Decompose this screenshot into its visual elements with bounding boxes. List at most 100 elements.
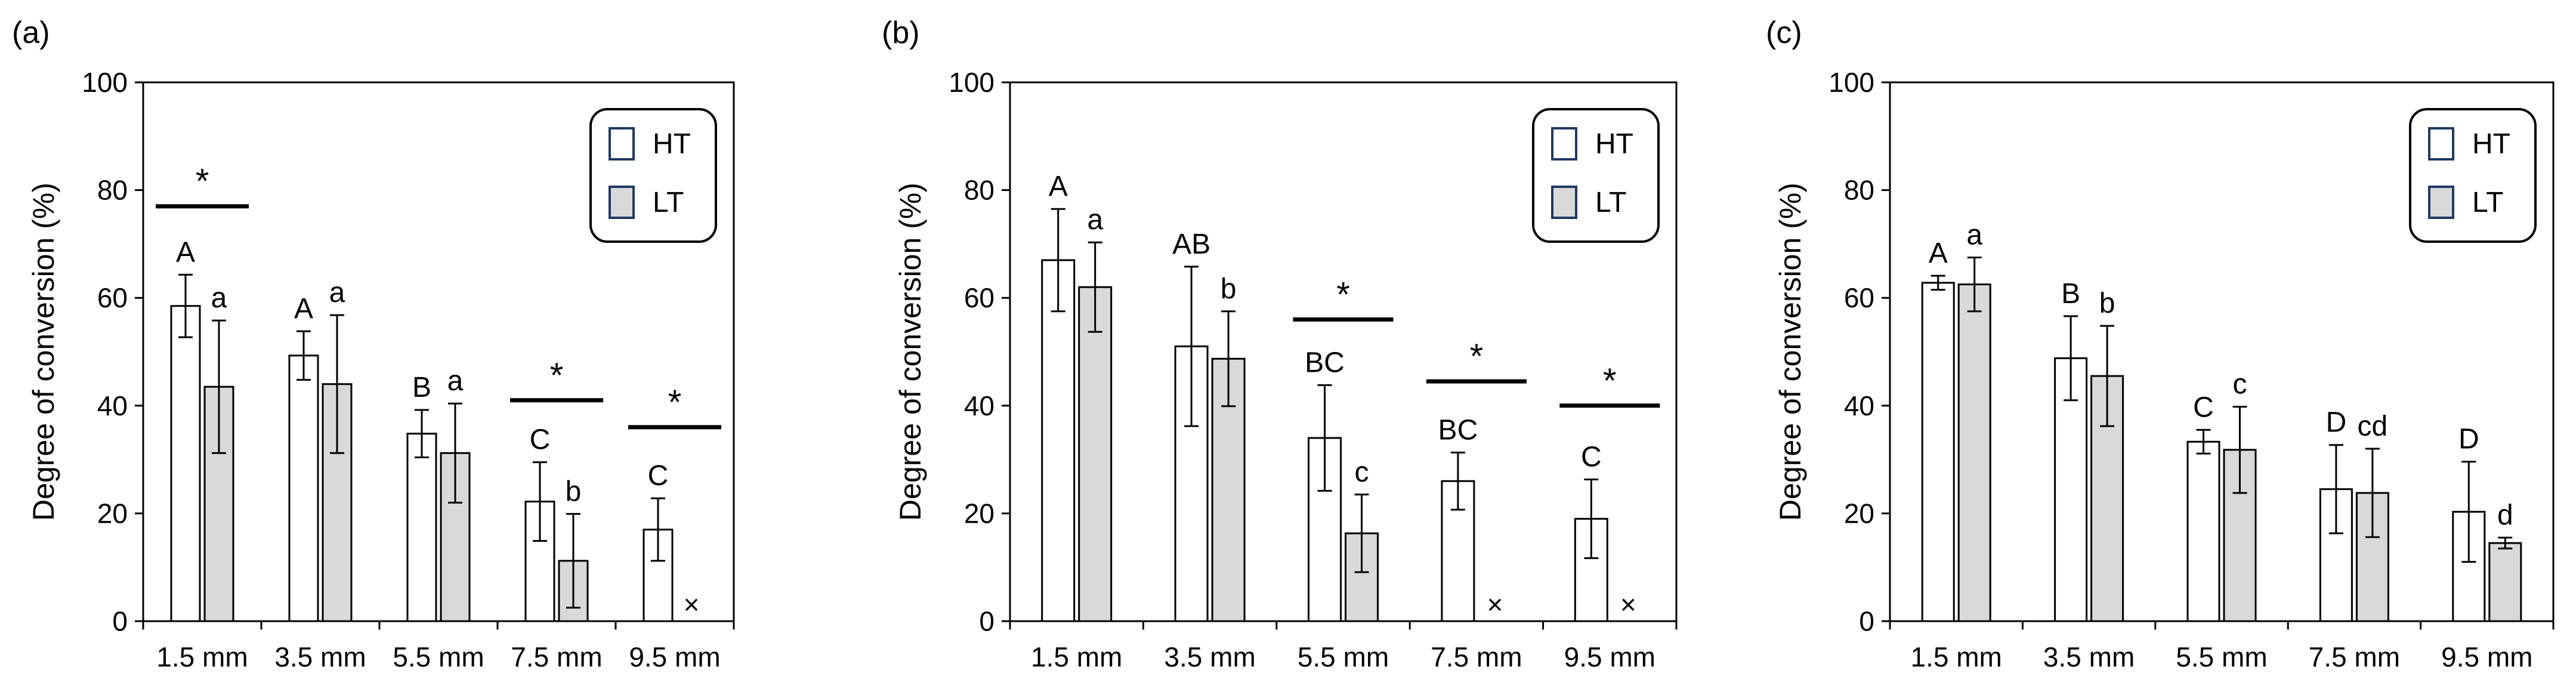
significance-letter: b bbox=[1221, 273, 1237, 305]
x-tick-label: 3.5 mm bbox=[274, 641, 366, 672]
bar-ht bbox=[1921, 282, 1955, 622]
significance-letter: cd bbox=[2358, 411, 2388, 442]
missing-marker: × bbox=[1620, 589, 1636, 620]
panel-label: (a) bbox=[12, 16, 50, 50]
x-tick-label: 9.5 mm bbox=[1564, 641, 1655, 672]
significance-letter: c bbox=[1355, 456, 1369, 488]
significance-letter: a bbox=[1966, 219, 1982, 251]
bar-ht bbox=[288, 354, 319, 622]
missing-marker: × bbox=[684, 589, 700, 620]
plot-frame bbox=[142, 81, 735, 622]
legend-label: LT bbox=[2472, 187, 2503, 218]
significance-letter: a bbox=[1087, 204, 1103, 236]
significance-letter: B bbox=[412, 372, 431, 403]
y-tick-label: 100 bbox=[1828, 67, 1874, 98]
legend-label: HT bbox=[653, 128, 691, 160]
significance-letter: D bbox=[2326, 407, 2347, 439]
x-tick-label: 5.5 mm bbox=[1298, 641, 1389, 672]
y-tick-label: 0 bbox=[1859, 606, 1874, 637]
panel-label: (c) bbox=[1766, 16, 1802, 50]
legend: HT LT bbox=[2409, 108, 2537, 243]
bar-ht bbox=[2186, 440, 2220, 622]
significance-letter: a bbox=[447, 365, 464, 397]
x-tick-label: 1.5 mm bbox=[156, 641, 248, 672]
y-tick-label: 20 bbox=[97, 498, 128, 529]
x-tick-label: 7.5 mm bbox=[511, 641, 602, 672]
legend-swatch-ht bbox=[2428, 127, 2454, 161]
bar-lt bbox=[1078, 286, 1113, 622]
legend-label: HT bbox=[1595, 128, 1633, 160]
y-tick-label: 60 bbox=[1844, 282, 1874, 313]
significance-asterisk: * bbox=[1470, 337, 1484, 376]
y-tick-label: 60 bbox=[97, 282, 128, 313]
significance-letter: BC bbox=[1305, 347, 1345, 378]
x-tick-label: 3.5 mm bbox=[2043, 641, 2135, 672]
significance-letter: BC bbox=[1438, 414, 1478, 446]
x-tick-label: 9.5 mm bbox=[629, 641, 720, 672]
y-tick-label: 60 bbox=[964, 282, 994, 313]
legend-label: LT bbox=[1595, 187, 1626, 218]
panel-2: (b) 0 20 40 60 80 100 Degree of conversion (%) 1… bbox=[882, 16, 1678, 672]
legend-swatch-lt bbox=[1551, 186, 1577, 219]
y-tick-label: 40 bbox=[97, 390, 128, 421]
y-tick-label: 40 bbox=[1844, 390, 1874, 421]
legend-swatch-lt bbox=[609, 186, 635, 219]
y-axis-title: Degree of conversion (%) bbox=[27, 183, 60, 521]
significance-letter: C bbox=[2193, 391, 2214, 423]
plot-frame bbox=[1889, 81, 2555, 622]
x-tick-label: 1.5 mm bbox=[1031, 641, 1122, 672]
y-tick-label: 20 bbox=[1844, 498, 1874, 529]
significance-letter: a bbox=[329, 277, 345, 308]
x-tick-label: 7.5 mm bbox=[2309, 641, 2400, 672]
significance-asterisk: * bbox=[1603, 362, 1617, 400]
bar-ht bbox=[1174, 345, 1209, 622]
bar-ht bbox=[1041, 259, 1076, 622]
legend: HT LT bbox=[589, 108, 717, 243]
legend-swatch-lt bbox=[2428, 186, 2454, 219]
significance-letter: D bbox=[2458, 424, 2479, 455]
y-tick-label: 0 bbox=[112, 606, 128, 637]
x-tick-label: 5.5 mm bbox=[2176, 641, 2267, 672]
y-axis-title: Degree of conversion (%) bbox=[894, 183, 927, 521]
x-tick-label: 9.5 mm bbox=[2441, 641, 2532, 672]
plot-frame bbox=[1009, 81, 1678, 622]
bar-ht bbox=[406, 433, 437, 622]
x-tick-label: 3.5 mm bbox=[1164, 641, 1255, 672]
x-tick-label: 5.5 mm bbox=[393, 641, 484, 672]
y-axis-title: Degree of conversion (%) bbox=[1774, 183, 1807, 521]
significance-asterisk: * bbox=[196, 162, 209, 201]
significance-letter: AB bbox=[1172, 229, 1210, 260]
significance-letter: A bbox=[294, 293, 313, 325]
significance-letter: b bbox=[566, 476, 582, 507]
x-tick-label: 1.5 mm bbox=[1911, 641, 2002, 672]
significance-asterisk: * bbox=[1336, 275, 1350, 314]
significance-letter: A bbox=[176, 236, 195, 268]
significance-letter: B bbox=[2061, 278, 2080, 310]
legend-label: LT bbox=[653, 187, 684, 218]
significance-letter: C bbox=[648, 460, 669, 492]
y-tick-label: 80 bbox=[1844, 175, 1874, 206]
significance-letter: A bbox=[1049, 171, 1068, 202]
significance-asterisk: * bbox=[668, 383, 682, 422]
y-tick-label: 100 bbox=[82, 67, 128, 98]
y-tick-label: 0 bbox=[979, 606, 994, 637]
y-tick-label: 80 bbox=[964, 175, 994, 206]
y-tick-label: 40 bbox=[964, 390, 994, 421]
significance-letter: c bbox=[2233, 369, 2247, 400]
significance-letter: C bbox=[1581, 442, 1602, 473]
panel-1: (a) 0 20 40 60 80 100 Degree of conversion (%) 1… bbox=[12, 16, 735, 672]
legend-swatch-ht bbox=[609, 127, 635, 161]
significance-letter: b bbox=[2099, 288, 2115, 319]
bar-lt bbox=[2488, 542, 2522, 622]
y-tick-label: 80 bbox=[97, 175, 128, 206]
y-tick-label: 100 bbox=[949, 67, 994, 98]
bar-ht bbox=[170, 305, 201, 622]
panel-label: (b) bbox=[882, 16, 920, 50]
y-tick-label: 20 bbox=[964, 498, 994, 529]
x-tick-label: 7.5 mm bbox=[1431, 641, 1522, 672]
panel-3: (c) 0 20 40 60 80 100 Degree of conversion (%) 1… bbox=[1766, 16, 2555, 672]
significance-letter: a bbox=[211, 282, 227, 314]
significance-asterisk: * bbox=[550, 356, 564, 395]
legend-label: HT bbox=[2472, 128, 2510, 160]
